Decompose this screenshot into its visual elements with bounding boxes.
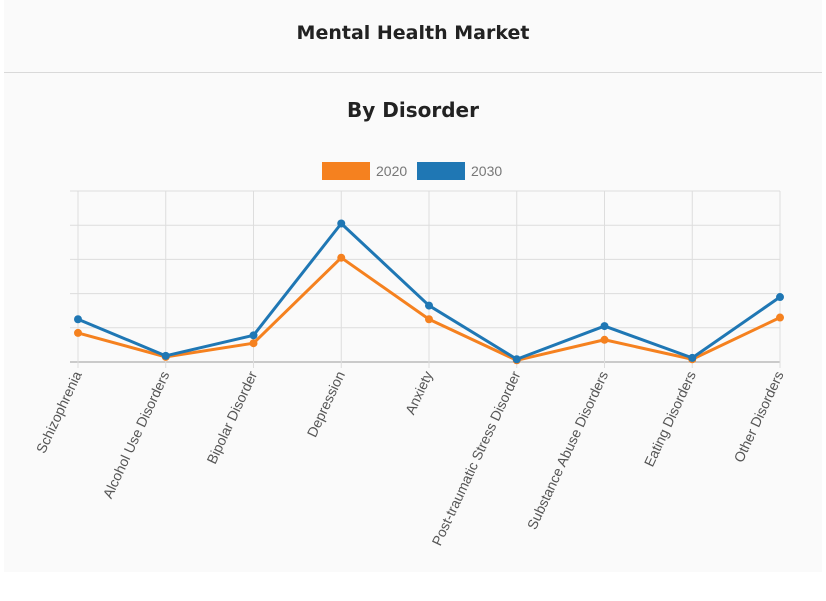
legend: 2020 2030 — [322, 162, 502, 180]
data-point-2030-5 — [512, 355, 521, 364]
data-point-2020-3 — [337, 253, 346, 262]
x-tick-label: Alcohol Use Disorders — [99, 369, 172, 501]
card-header: Mental Health Market — [4, 0, 822, 73]
data-point-2030-6 — [600, 322, 609, 331]
line-chart: 2020 2030 Schizophrenia Alcohol Use Disord… — [33, 162, 787, 548]
x-tick-label: Substance Abuse Disorders — [524, 369, 612, 532]
legend-swatch-2020 — [322, 162, 370, 180]
legend-label-2030: 2030 — [471, 163, 502, 179]
data-point-2020-0 — [74, 328, 82, 337]
x-tick-label: Eating Disorders — [641, 369, 699, 470]
x-tick-label: Other Disorders — [730, 369, 786, 465]
legend-label-2020: 2020 — [376, 163, 407, 179]
data-point-2030-1 — [161, 351, 170, 360]
data-point-2030-3 — [337, 219, 346, 228]
data-point-2030-0 — [74, 315, 82, 324]
page-title: Mental Health Market — [296, 22, 530, 44]
data-point-2030-8 — [776, 293, 784, 302]
x-tick-label: Post-traumatic Stress Disorder — [428, 368, 523, 548]
chart-title: By Disorder — [347, 98, 479, 122]
x-tick-label: Anxiety — [402, 369, 436, 417]
data-point-2030-7 — [688, 353, 697, 362]
data-point-2020-2 — [249, 339, 258, 348]
data-point-2030-4 — [425, 301, 433, 310]
data-point-2020-4 — [425, 315, 433, 324]
x-tick-label: Schizophrenia — [33, 368, 85, 455]
x-axis-labels: Schizophrenia Alcohol Use Disorders Bipola… — [33, 368, 787, 548]
x-tick-label: Depression — [304, 369, 348, 440]
data-point-2020-8 — [776, 313, 784, 322]
data-point-2020-6 — [600, 335, 609, 344]
series-group — [74, 219, 784, 365]
legend-swatch-2030 — [417, 162, 465, 180]
chart-card: Mental Health Market By Disorder 2020 203… — [4, 0, 822, 572]
data-point-2030-2 — [249, 331, 258, 340]
grid — [70, 190, 781, 368]
x-tick-label: Bipolar Disorder — [203, 368, 260, 466]
